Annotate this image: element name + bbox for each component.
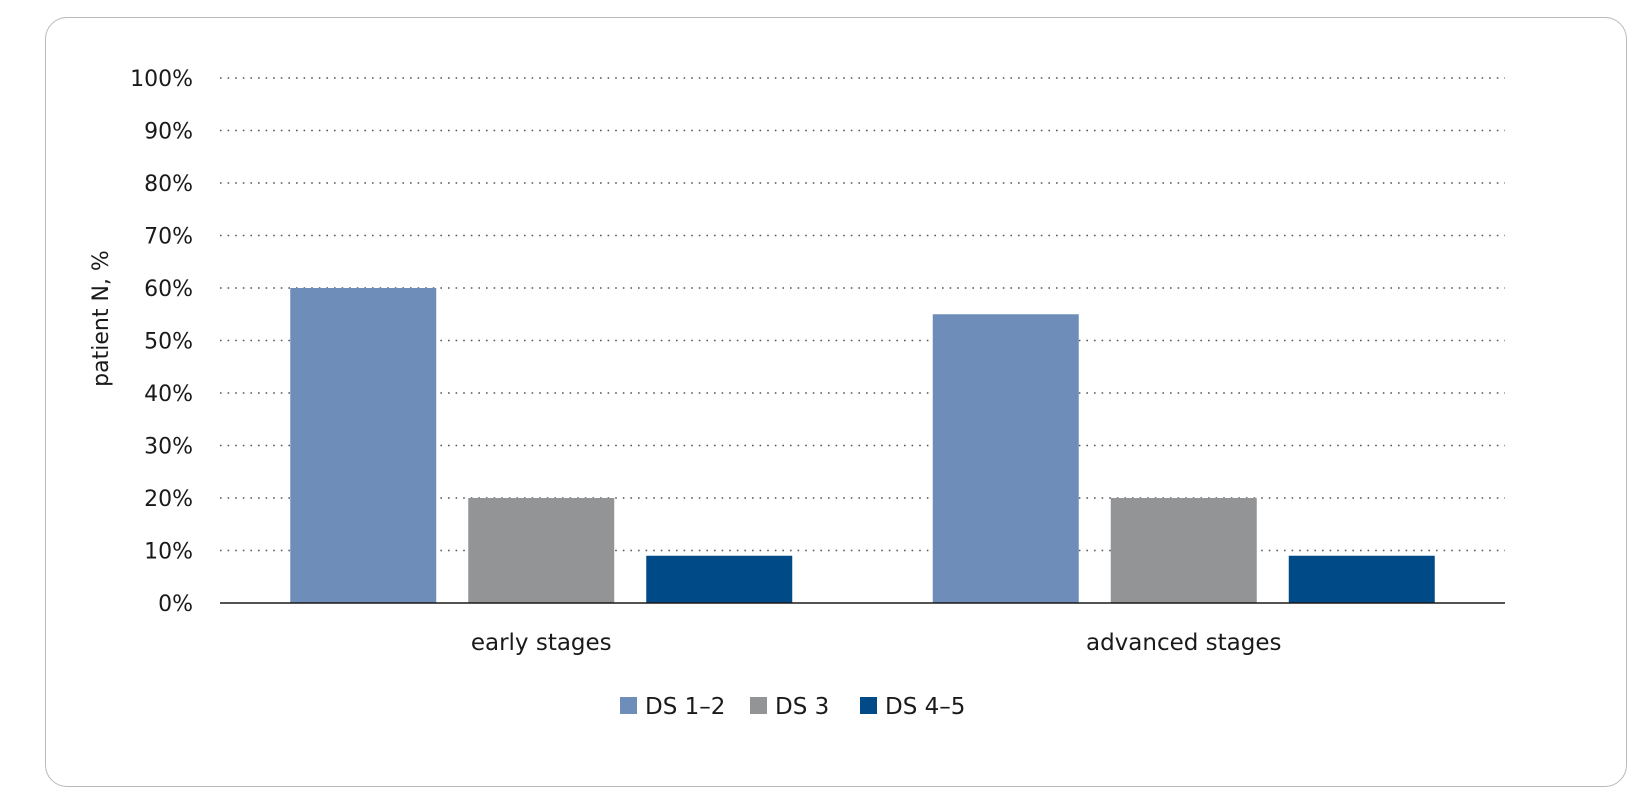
bar bbox=[290, 288, 437, 603]
legend-swatch bbox=[620, 697, 637, 714]
y-tick-label: 30% bbox=[144, 435, 193, 460]
y-tick-label: 90% bbox=[144, 120, 193, 145]
category-label: early stages bbox=[471, 630, 612, 656]
legend-item: DS 4–5 bbox=[860, 694, 965, 720]
y-tick-label: 70% bbox=[144, 225, 193, 250]
legend-label: DS 1–2 bbox=[645, 694, 725, 720]
bars bbox=[290, 288, 1435, 603]
y-axis-label: patient N, % bbox=[89, 250, 114, 387]
legend-item: DS 1–2 bbox=[620, 694, 725, 720]
legend: DS 1–2 DS 3 DS 4–5 bbox=[620, 694, 965, 720]
legend-item: DS 3 bbox=[750, 694, 829, 720]
y-tick-labels: 0% 10% 20% 30% 40% 50% 60% 70% 80% 90% 100% bbox=[130, 67, 193, 617]
y-tick-label: 100% bbox=[130, 67, 193, 92]
y-tick-label: 50% bbox=[144, 330, 193, 355]
category-label: advanced stages bbox=[1086, 630, 1282, 656]
bar bbox=[468, 498, 615, 603]
bar bbox=[1110, 498, 1257, 603]
bar bbox=[1288, 555, 1435, 603]
y-tick-label: 10% bbox=[144, 540, 193, 565]
y-tick-label: 80% bbox=[144, 172, 193, 197]
legend-label: DS 4–5 bbox=[885, 694, 965, 720]
bar bbox=[646, 555, 793, 603]
legend-swatch bbox=[750, 697, 767, 714]
y-tick-label: 0% bbox=[158, 592, 193, 617]
legend-swatch bbox=[860, 697, 877, 714]
legend-label: DS 3 bbox=[775, 694, 829, 720]
bar bbox=[932, 314, 1079, 603]
category-labels: early stages advanced stages bbox=[471, 630, 1282, 656]
y-tick-label: 60% bbox=[144, 277, 193, 302]
y-tick-label: 40% bbox=[144, 382, 193, 407]
y-tick-label: 20% bbox=[144, 487, 193, 512]
